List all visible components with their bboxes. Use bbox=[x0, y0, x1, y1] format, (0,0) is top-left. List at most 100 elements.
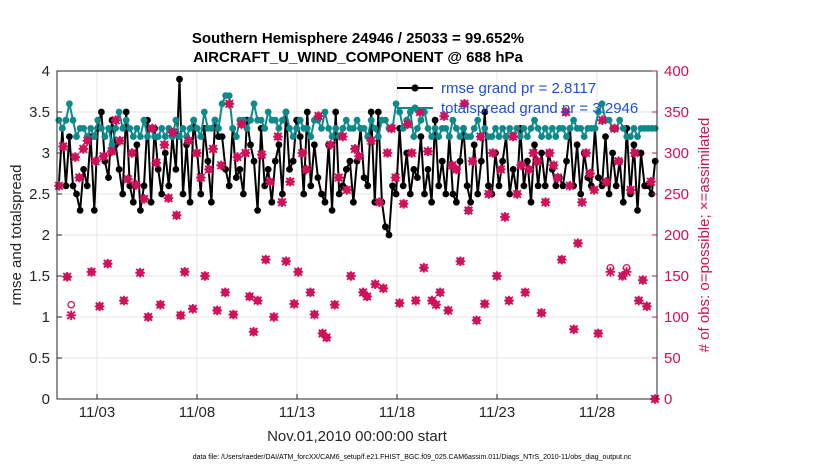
obs-assimilated-point bbox=[423, 146, 433, 157]
series-point bbox=[275, 124, 283, 132]
series-point bbox=[453, 124, 460, 132]
series-point bbox=[94, 116, 102, 124]
legend-rmse-marker bbox=[411, 84, 419, 92]
series-point bbox=[449, 116, 457, 124]
obs-assimilated-point bbox=[520, 287, 531, 298]
obs-assimilated-point bbox=[252, 295, 263, 306]
series-point bbox=[417, 116, 425, 124]
series-point bbox=[541, 182, 549, 190]
series-point bbox=[325, 124, 332, 132]
series-point bbox=[552, 182, 560, 190]
obs-assimilated-point bbox=[285, 176, 295, 187]
series-point bbox=[520, 124, 528, 132]
series-point bbox=[364, 182, 372, 190]
legend-rmse-label: rmse grand pr = 2.8117 bbox=[441, 80, 596, 97]
y-left-tick-label: 0 bbox=[42, 391, 50, 408]
obs-assimilated-point bbox=[455, 256, 466, 267]
obs-assimilated-point bbox=[479, 299, 490, 309]
obs-assimilated-point bbox=[54, 181, 64, 191]
series-point bbox=[545, 133, 553, 141]
x-axis-ticks: 11/03 11/08 11/13 11/18 11/23 11/28 bbox=[79, 394, 615, 421]
series-point bbox=[268, 198, 276, 206]
obs-assimilated-point bbox=[415, 107, 425, 117]
series-point bbox=[240, 190, 247, 198]
obs-assimilated-point bbox=[536, 308, 547, 318]
series-point bbox=[307, 133, 315, 141]
obs-assimilated-point bbox=[556, 254, 567, 265]
x-tick-label: 11/08 bbox=[179, 404, 215, 421]
series-point bbox=[406, 108, 414, 116]
obs-assimilated-point bbox=[313, 111, 324, 121]
series-point bbox=[179, 190, 187, 198]
series-point bbox=[342, 166, 350, 173]
series-point bbox=[438, 157, 446, 165]
obs-assimilated-point bbox=[544, 148, 555, 158]
obs-assimilated-point bbox=[548, 160, 559, 171]
obs-assimilated-point bbox=[196, 172, 206, 183]
y-right-tick-label: 300 bbox=[664, 145, 689, 162]
series-point bbox=[453, 198, 460, 206]
series-point bbox=[165, 182, 173, 190]
series-point bbox=[264, 108, 272, 116]
obs-assimilated-point bbox=[265, 176, 275, 187]
obs-assimilated-point bbox=[642, 301, 652, 312]
series-point bbox=[115, 166, 123, 173]
obs-assimilated-point bbox=[293, 267, 304, 277]
x-tick-label: 11/23 bbox=[479, 404, 515, 421]
obs-assimilated-point bbox=[309, 309, 320, 320]
obs-assimilated-point bbox=[374, 197, 385, 207]
series-point bbox=[66, 133, 73, 141]
y-right-tick-label: 400 bbox=[664, 63, 689, 80]
obs-assimilated-point bbox=[70, 152, 81, 162]
series-point bbox=[289, 133, 297, 141]
obs-assimilated-point bbox=[569, 324, 579, 335]
series-point bbox=[314, 174, 322, 182]
series-point bbox=[108, 141, 116, 149]
series-point bbox=[58, 124, 66, 132]
series-point bbox=[197, 133, 205, 141]
obs-assimilated-point bbox=[115, 135, 125, 146]
obs-assimilated-point bbox=[102, 258, 113, 269]
obs-assimilated-point bbox=[386, 123, 397, 134]
series-point bbox=[247, 116, 254, 124]
series-point bbox=[353, 116, 361, 124]
series-point bbox=[371, 124, 379, 132]
obs-assimilated-point bbox=[593, 328, 604, 339]
series-point bbox=[133, 124, 141, 132]
series-point bbox=[382, 116, 389, 124]
series-point bbox=[137, 207, 144, 214]
obs-assimilated-point bbox=[406, 148, 417, 158]
series-point bbox=[154, 166, 162, 173]
series-point bbox=[541, 124, 549, 132]
obs-assimilated-point bbox=[516, 160, 526, 171]
series-point bbox=[342, 116, 350, 124]
y-right-tick-label: 200 bbox=[664, 227, 689, 244]
obs-assimilated-point bbox=[488, 148, 498, 158]
obs-assimilated-point bbox=[581, 148, 591, 158]
obs-assimilated-point bbox=[78, 144, 89, 154]
series-point bbox=[527, 124, 535, 132]
series-point bbox=[506, 190, 514, 198]
series-point bbox=[161, 133, 169, 141]
series-point bbox=[218, 133, 226, 141]
obs-assimilated-point bbox=[220, 287, 231, 298]
obs-assimilated-point bbox=[94, 301, 105, 312]
obs-assimilated-point bbox=[508, 131, 518, 142]
series-point bbox=[367, 108, 375, 116]
series-point bbox=[619, 198, 627, 206]
series-point bbox=[289, 157, 297, 165]
series-point bbox=[90, 133, 98, 141]
series-point bbox=[204, 157, 212, 165]
series-point bbox=[73, 133, 80, 141]
series-point bbox=[318, 190, 325, 198]
series-point bbox=[200, 108, 208, 116]
chart-title-line1: Southern Hemisphere 24946 / 25033 = 99.6… bbox=[192, 30, 524, 47]
series-point bbox=[296, 116, 304, 124]
series-point bbox=[382, 223, 389, 231]
series-point bbox=[424, 124, 432, 132]
obs-assimilated-point bbox=[504, 295, 514, 306]
obs-assimilated-point bbox=[208, 144, 218, 154]
obs-assimilated-point bbox=[358, 287, 368, 298]
series-point bbox=[417, 133, 425, 141]
series-point bbox=[129, 198, 137, 206]
